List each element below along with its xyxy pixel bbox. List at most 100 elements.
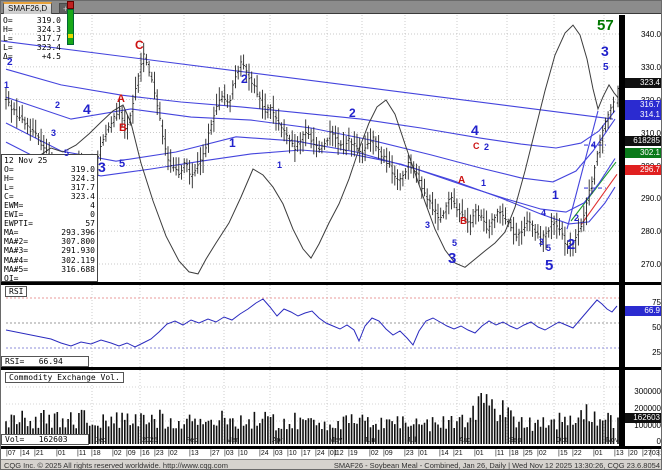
day-tick-label: |10	[238, 450, 248, 457]
month-label: Dec	[94, 437, 107, 444]
volume-axis-tick: 0	[656, 437, 661, 446]
overlay-line	[5, 24, 619, 275]
day-tick-label: |12	[334, 450, 344, 457]
study-value: 317.7	[70, 183, 95, 193]
study-label: MA#3=	[4, 246, 29, 256]
month-label: Feb	[186, 437, 199, 444]
candle-up-marker-icon	[67, 1, 74, 45]
study-label: H=	[4, 174, 14, 184]
elliott-wave-label: 5	[452, 238, 458, 248]
day-tick-label: |01	[593, 450, 603, 457]
quote-label: H=	[3, 25, 13, 34]
volume-axis-tick: 300000	[634, 387, 661, 396]
cursor-value-row: O= 319.0	[4, 165, 95, 174]
quote-row: O= 319.0	[3, 16, 61, 25]
volume-axis-badge: 162603	[625, 413, 661, 423]
study-value: 291.930	[61, 246, 95, 256]
elliott-wave-label: 3	[51, 128, 57, 138]
day-tick-label: |01	[328, 450, 338, 457]
month-label: Sep	[509, 437, 522, 444]
quote-row: L= 317.7	[3, 34, 61, 43]
volume-value-box: Vol= 162603	[1, 434, 89, 445]
study-value: 323.4	[70, 192, 95, 202]
trendline-fan-green	[570, 161, 617, 222]
rsi-axis-tick: 50	[652, 323, 661, 332]
quote-label: L=	[3, 34, 13, 43]
study-label: MA=	[4, 228, 19, 238]
cursor-value-row: MA#5= 316.688	[4, 265, 95, 274]
date-axis[interactable]: |07 |14 |21 |01 |11 |18 |02 |09 |16 |23 |02 |13 |27 |…	[1, 448, 661, 459]
day-tick-label: |09	[126, 450, 136, 457]
study-label: OI=	[4, 273, 19, 283]
study-value: 302.119	[61, 255, 95, 265]
day-tick-label: |13	[189, 450, 199, 457]
price-axis-badge: 618285	[625, 136, 661, 146]
elliott-wave-label: 4	[471, 122, 479, 138]
day-tick-label: |03	[273, 450, 283, 457]
quote-value: 324.3	[36, 25, 61, 34]
study-label: O=	[4, 165, 14, 175]
month-label: Jul	[407, 437, 416, 444]
elliott-wave-label: 3	[539, 237, 545, 247]
elliott-wave-label: 2	[241, 72, 248, 86]
cursor-date: 12 Nov 25	[4, 156, 48, 165]
study-value: 0	[90, 210, 95, 220]
price-axis-tick: 330.0	[640, 63, 661, 72]
cursor-value-row: C= 323.4	[4, 192, 95, 201]
day-tick-label: |03	[650, 450, 660, 457]
day-tick-label: |18	[91, 450, 101, 457]
elliott-wave-label: 4	[83, 101, 91, 117]
price-axis-badge: 316.7	[625, 100, 661, 110]
cursor-value-row: MA= 293.396	[4, 228, 95, 237]
elliott-wave-label: C	[135, 38, 144, 52]
study-value	[18, 274, 95, 283]
volume-panel-title[interactable]: Commodity Exchange Vol.	[5, 372, 124, 383]
day-tick-label: |23	[404, 450, 414, 457]
elliott-wave-label: 2	[7, 57, 13, 68]
quote-label: Δ=	[3, 52, 13, 61]
month-label: Oct	[556, 437, 567, 444]
study-value: 319.0	[70, 165, 95, 175]
tab-smaf26-daily[interactable]: SMAF26,D	[3, 2, 53, 14]
panel-divider-rsi-volume[interactable]	[1, 367, 661, 370]
day-tick-label: |21	[453, 450, 463, 457]
cursor-value-row: EWPTI= 57	[4, 219, 95, 228]
elliott-wave-label: 1	[229, 136, 236, 150]
elliott-wave-label: A	[458, 175, 466, 186]
study-label: EWM=	[4, 201, 24, 211]
rsi-axis-tick: 75	[652, 298, 661, 307]
price-axis-tick: 290.0	[640, 194, 661, 203]
rsi-axis-badge: 66.9	[625, 306, 661, 316]
price-axis-scrollbar[interactable]	[619, 15, 625, 448]
day-tick-label: |14	[439, 450, 449, 457]
cursor-value-row: MA#4= 302.119	[4, 256, 95, 265]
quote-label: L=	[3, 43, 13, 52]
elliott-wave-label: 2	[574, 213, 580, 223]
panel-divider-price-rsi[interactable]	[1, 282, 661, 285]
elliott-wave-label: 4	[591, 140, 597, 150]
copyright-text[interactable]: CQG Inc. © 2025 All rights reserved worl…	[4, 461, 228, 470]
study-value: 324.3	[70, 174, 95, 184]
rsi-panel-title[interactable]: RSI	[5, 286, 28, 297]
day-tick-label: |20	[628, 450, 638, 457]
elliott-wave-label: 1	[277, 160, 283, 170]
cursor-value-row: H= 324.3	[4, 174, 95, 183]
rsi-panel[interactable]	[1, 285, 619, 367]
candle-marker-body	[67, 9, 74, 45]
day-tick-label: |11	[495, 450, 505, 457]
day-tick-label: |14	[20, 450, 30, 457]
ma-line-MA#5	[5, 68, 616, 149]
rsi-value-box: RSI= 66.94	[1, 356, 89, 367]
day-tick-label: |18	[509, 450, 519, 457]
ma-line-MA	[5, 141, 616, 225]
quote-value: 323.4	[36, 43, 61, 52]
elliott-wave-label: 3	[601, 43, 609, 59]
study-value: 307.800	[61, 237, 95, 247]
day-tick-label: |10	[658, 450, 661, 457]
study-label: L=	[4, 183, 14, 193]
panel-divider-volume-dates	[1, 446, 661, 448]
price-axis-tick: 340.0	[640, 30, 661, 39]
day-tick-label: |24	[259, 450, 269, 457]
ma-line-MA#2	[5, 96, 616, 183]
